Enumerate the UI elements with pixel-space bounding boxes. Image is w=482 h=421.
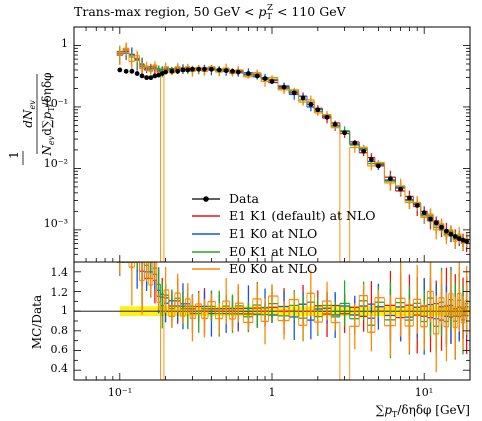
legend-label: Data — [229, 191, 259, 206]
legend-label: E0 K0 at NLO — [229, 261, 317, 276]
data-point — [254, 73, 260, 79]
data-point — [407, 195, 412, 201]
data-point — [223, 68, 229, 74]
legend-entry-e0k0: E0 K0 at NLO — [192, 261, 317, 276]
data-point — [169, 68, 175, 74]
data-point — [439, 224, 444, 230]
legend-label: E1 K0 at NLO — [229, 226, 317, 241]
data-point — [448, 231, 454, 237]
data-point — [300, 95, 306, 101]
legend-entry-e1k0: E1 K0 at NLO — [192, 226, 317, 241]
data-point — [152, 73, 158, 79]
x-axis-ticks — [73, 27, 471, 380]
data-point — [163, 69, 169, 75]
data-point — [324, 114, 330, 120]
data-point — [332, 122, 338, 127]
legend-label: E0 K1 at NLO — [229, 244, 317, 259]
chart-title: Trans-max region, 50 GeV < pTZ < 110 GeV — [74, 3, 347, 22]
data-point — [156, 72, 162, 78]
data-point — [369, 157, 374, 162]
y-tick-label: 0.4 — [51, 362, 69, 375]
x-axis-label: ∑pT/δηδφ [GeV] — [376, 403, 470, 419]
data-point — [209, 66, 214, 72]
data-point — [375, 163, 381, 169]
data-point — [414, 203, 420, 208]
data-point — [180, 67, 186, 73]
data-point — [291, 90, 297, 96]
main-y-axis-label: 1 1 — [6, 151, 24, 165]
legend-label: E1 K1 (default) at NLO — [229, 208, 376, 223]
legend-entry-data: Data — [192, 191, 259, 206]
data-point — [262, 76, 268, 81]
data-point — [123, 68, 129, 74]
main-y-tick-labels: 1 10⁻¹ 10⁻² 10⁻³ — [44, 37, 68, 230]
legend-entry-e1k1: E1 K1 (default) at NLO — [192, 208, 376, 223]
ratio-y-axis-label: MC/Data — [30, 295, 44, 349]
data-series — [117, 66, 470, 244]
y-tick-label: 0.8 — [51, 324, 69, 337]
data-point — [342, 130, 348, 136]
data-point — [185, 67, 191, 73]
data-point — [308, 102, 314, 107]
legend-entry-e0k1: E0 K1 at NLO — [192, 244, 317, 259]
data-point — [139, 73, 145, 79]
data-point — [246, 71, 251, 76]
data-point — [117, 67, 123, 73]
data-point — [464, 238, 470, 244]
data-point — [361, 148, 367, 154]
y-tick-label: 10⁻² — [44, 157, 68, 170]
svg-text:Nevd∑pT/δηδφ: Nevd∑pT/δηδφ — [40, 72, 56, 156]
y-tick-label: 10⁻¹ — [44, 97, 68, 110]
x-tick-labels: 10⁻¹ 1 10¹ — [108, 386, 433, 399]
y-tick-label: 1 — [61, 37, 68, 50]
data-point — [428, 216, 433, 222]
data-point — [315, 107, 321, 113]
y-tick-label: 1.2 — [51, 286, 69, 299]
data-point — [235, 69, 241, 75]
svg-text:dNev: dNev — [21, 100, 37, 128]
data-point — [281, 84, 287, 90]
data-point — [148, 75, 154, 81]
data-point — [269, 79, 275, 84]
mc-ratio-series-4 — [116, 262, 469, 380]
data-point — [452, 234, 458, 239]
x-tick-label: 10¹ — [415, 386, 433, 399]
data-point — [190, 66, 195, 72]
data-point — [216, 67, 222, 73]
data-point — [144, 75, 150, 81]
data-point — [175, 68, 181, 74]
ratio-y-tick-labels: 1.4 1.2 1 0.8 0.6 0.4 — [51, 266, 69, 375]
data-point — [196, 66, 202, 72]
data-point — [230, 68, 235, 74]
y-tick-label: 10⁻³ — [44, 217, 68, 230]
legend: Data E1 K1 (default) at NLO E1 K0 at NLO… — [192, 191, 376, 276]
ratio-plot-area — [73, 261, 471, 381]
x-tick-label: 1 — [269, 386, 276, 399]
y-tick-label: 1.4 — [51, 266, 69, 279]
data-point — [398, 186, 404, 192]
data-point — [134, 71, 140, 76]
data-point — [456, 236, 462, 242]
data-point — [433, 220, 439, 226]
x-tick-label: 10⁻¹ — [108, 386, 132, 399]
y-tick-label: 0.6 — [51, 343, 69, 356]
svg-text:1: 1 — [6, 151, 21, 159]
data-point — [129, 68, 135, 74]
data-point — [202, 66, 207, 72]
data-point — [352, 140, 358, 146]
data-point — [388, 176, 393, 182]
y-axis-ticks — [74, 26, 470, 371]
y-tick-label: 1 — [61, 304, 68, 317]
main-y-axis-label-fraction: dNev Nevd∑pT/δηδφ — [21, 72, 56, 156]
data-point — [421, 210, 427, 216]
mc-series-4 — [116, 42, 469, 262]
data-point — [444, 228, 449, 234]
